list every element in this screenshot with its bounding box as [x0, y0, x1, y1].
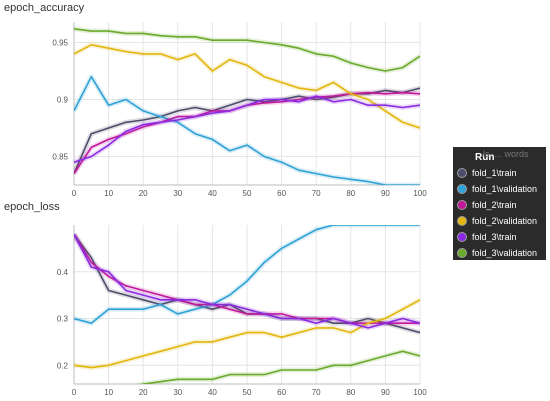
loss-chart: 0 10 20 30 40 50 60 70 80 90 100 0.2 0.3 0.4	[57, 225, 427, 397]
x-tick-label: 20	[139, 388, 148, 397]
accuracy-chart-title: epoch_accuracy	[4, 2, 85, 14]
legend-rows: fold_1\train fold_1\validation fold_2\trai…	[455, 165, 546, 261]
series-line[interactable]	[74, 95, 420, 163]
legend-header-label: Run	[475, 151, 495, 163]
loss-chart-title: epoch_loss	[4, 201, 60, 213]
legend-item-label: fold_2\train	[472, 200, 517, 210]
x-tick-label: 100	[413, 189, 427, 198]
legend-swatch-icon	[457, 232, 467, 242]
legend-item[interactable]: fold_1\validation	[455, 181, 546, 197]
x-tick-label: 100	[413, 388, 427, 397]
legend-swatch-icon	[457, 248, 467, 258]
legend-swatch-icon	[457, 184, 467, 194]
accuracy-chart: 0 10 20 30 40 50 60 70 80 90 100 0.85 0.9 0.95	[52, 22, 427, 198]
y-tick-label: 0.2	[57, 361, 69, 370]
legend-item[interactable]: fold_1\train	[455, 165, 546, 181]
x-tick-label: 70	[312, 388, 321, 397]
x-tick-label: 70	[312, 189, 321, 198]
x-tick-label: 0	[72, 388, 77, 397]
y-tick-label: 0.85	[52, 153, 68, 162]
legend-panel: ls, ... words Run fold_1\train fold_1\val…	[453, 147, 546, 260]
legend-item[interactable]: fold_2\validation	[455, 213, 546, 229]
x-tick-label: 0	[72, 189, 77, 198]
y-tick-label: 0.3	[57, 315, 69, 324]
series-line[interactable]	[74, 43, 420, 129]
legend-header: Run	[455, 149, 546, 165]
x-tick-label: 10	[104, 388, 113, 397]
legend-item-label: fold_3\train	[472, 232, 517, 242]
x-tick-label: 60	[277, 189, 286, 198]
legend-swatch-icon	[457, 168, 467, 178]
x-tick-label: 30	[173, 388, 182, 397]
series-line[interactable]	[74, 225, 420, 324]
x-tick-label: 50	[243, 189, 252, 198]
x-tick-label: 20	[139, 189, 148, 198]
legend-faint-text: ls, ... words	[483, 149, 529, 159]
series-line[interactable]	[74, 75, 420, 185]
x-tick-label: 40	[208, 189, 217, 198]
x-tick-label: 10	[104, 189, 113, 198]
x-tick-label: 40	[208, 388, 217, 397]
x-tick-label: 80	[346, 388, 355, 397]
series-line[interactable]	[74, 233, 420, 324]
series-group	[74, 26, 420, 185]
x-tick-label: 90	[381, 388, 390, 397]
series-group	[74, 225, 420, 388]
legend-item-label: fold_1\train	[472, 168, 517, 178]
x-tick-label: 60	[277, 388, 286, 397]
legend-item[interactable]: fold_3\validation	[455, 245, 546, 261]
x-tick-label: 30	[173, 189, 182, 198]
y-tick-label: 0.4	[57, 268, 69, 277]
series-line[interactable]	[74, 28, 420, 72]
legend-item[interactable]: fold_3\train	[455, 229, 546, 245]
x-tick-label: 80	[346, 189, 355, 198]
series-line[interactable]	[74, 234, 420, 329]
x-tick-label: 90	[381, 189, 390, 198]
legend-item-label: fold_1\validation	[472, 184, 538, 194]
legend-item[interactable]: fold_2\train	[455, 197, 546, 213]
y-tick-label: 0.9	[57, 96, 69, 105]
series-line[interactable]	[74, 350, 420, 388]
legend-swatch-icon	[457, 216, 467, 226]
legend-item-label: fold_3\validation	[472, 248, 538, 258]
legend-item-label: fold_2\validation	[472, 216, 538, 226]
legend-swatch-icon	[457, 200, 467, 210]
x-tick-label: 50	[243, 388, 252, 397]
y-tick-label: 0.95	[52, 39, 68, 48]
